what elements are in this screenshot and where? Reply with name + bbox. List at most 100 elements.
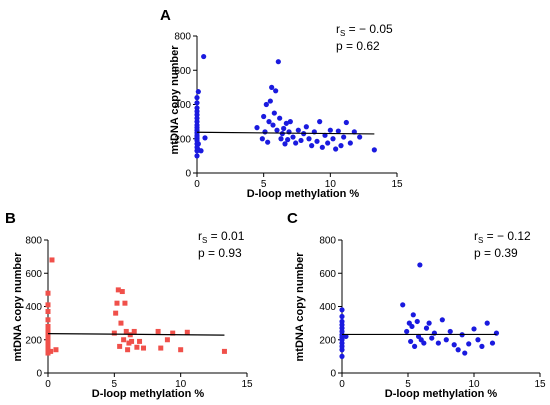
data-point xyxy=(471,326,477,332)
data-point xyxy=(275,59,281,65)
data-point xyxy=(451,342,457,348)
y-tick-label: 200 xyxy=(25,335,42,346)
data-point xyxy=(117,343,123,349)
data-point xyxy=(429,335,435,341)
data-point xyxy=(303,124,309,130)
data-point xyxy=(285,137,291,143)
x-tick-label: 0 xyxy=(339,379,345,390)
data-point xyxy=(121,337,127,343)
data-point xyxy=(417,262,423,268)
data-point xyxy=(277,115,283,121)
y-tick-label: 0 xyxy=(36,369,42,380)
data-point xyxy=(45,330,51,336)
data-point xyxy=(49,257,55,263)
plot-area: 0 5 10 15 0 200 400 600 800 xyxy=(174,32,403,191)
data-point xyxy=(201,53,207,60)
data-point xyxy=(202,135,208,141)
panel-letter: B xyxy=(5,210,16,227)
panel-b: B 0 5 10 15 0 200 400 600 800 D-loop methylation… xyxy=(5,210,253,400)
data-point xyxy=(125,347,131,353)
panel-letter: C xyxy=(287,210,298,227)
data-point xyxy=(333,146,339,152)
data-point xyxy=(341,134,347,140)
p-value-label: p = 0.39 xyxy=(474,246,518,260)
data-point xyxy=(45,347,51,353)
spearman-r-label: rS = − 0.12 xyxy=(474,229,531,245)
data-point xyxy=(178,347,184,353)
plot-area: 0 5 10 15 0 200 400 600 800 xyxy=(319,236,546,391)
data-point xyxy=(119,289,125,295)
data-point xyxy=(317,119,323,125)
data-point xyxy=(455,347,461,353)
data-point xyxy=(263,101,269,108)
data-point xyxy=(489,340,496,346)
data-point xyxy=(270,122,276,128)
data-point xyxy=(254,125,260,131)
data-point xyxy=(371,147,377,153)
data-point xyxy=(137,338,143,344)
data-point xyxy=(410,312,416,318)
y-tick-label: 800 xyxy=(319,236,336,247)
y-tick-label: 200 xyxy=(319,335,336,346)
data-point xyxy=(278,136,284,142)
data-point xyxy=(122,300,128,306)
regression-line xyxy=(47,332,225,336)
data-point xyxy=(282,141,288,147)
data-point xyxy=(400,302,406,308)
x-tick-label: 10 xyxy=(175,379,187,390)
x-axis-title: D-loop methylation % xyxy=(385,388,498,400)
x-tick-label: 5 xyxy=(112,379,118,390)
data-point xyxy=(53,347,59,353)
data-point xyxy=(45,290,51,296)
data-point xyxy=(45,302,51,308)
data-point xyxy=(306,136,312,142)
data-point xyxy=(194,105,200,111)
x-tick-label: 15 xyxy=(241,379,253,390)
data-point xyxy=(404,328,410,335)
data-point xyxy=(265,139,271,145)
data-point xyxy=(447,328,453,335)
data-point xyxy=(115,287,121,293)
panel-a: A 0 5 10 15 0 200 400 600 800 D-loop methylation… xyxy=(160,7,403,200)
data-point xyxy=(443,337,449,343)
data-point xyxy=(281,125,287,132)
y-tick-label: 400 xyxy=(25,302,42,313)
data-point xyxy=(408,338,414,345)
data-point xyxy=(45,343,51,349)
data-point xyxy=(221,348,227,354)
data-point xyxy=(45,337,51,343)
data-point xyxy=(439,317,445,323)
y-tick-label: 800 xyxy=(174,32,191,43)
data-point xyxy=(266,119,272,125)
y-tick-label: 200 xyxy=(174,134,191,145)
data-point xyxy=(484,320,490,326)
data-point xyxy=(274,127,280,133)
x-tick-label: 5 xyxy=(405,379,411,390)
data-point xyxy=(194,95,200,101)
data-point xyxy=(423,325,430,331)
data-point xyxy=(45,308,51,314)
spearman-r-label: rS = 0.01 xyxy=(198,229,245,245)
data-point xyxy=(335,128,341,134)
data-point xyxy=(45,323,51,329)
data-point xyxy=(164,337,170,343)
data-point xyxy=(325,140,331,146)
data-point xyxy=(118,320,124,326)
data-point xyxy=(113,310,119,316)
data-point xyxy=(412,343,418,349)
data-point xyxy=(48,348,54,354)
data-point xyxy=(314,138,320,144)
data-point xyxy=(194,153,200,159)
y-tick-label: 600 xyxy=(319,269,336,280)
data-point xyxy=(462,350,468,356)
y-axis-title: mtDNA copy number xyxy=(294,252,306,362)
data-point xyxy=(479,343,485,349)
x-tick-label: 10 xyxy=(325,179,337,190)
data-point xyxy=(129,338,135,344)
data-point xyxy=(283,120,289,126)
data-point xyxy=(426,320,432,326)
data-point xyxy=(198,148,204,154)
data-point xyxy=(338,143,344,149)
data-point xyxy=(319,144,325,150)
